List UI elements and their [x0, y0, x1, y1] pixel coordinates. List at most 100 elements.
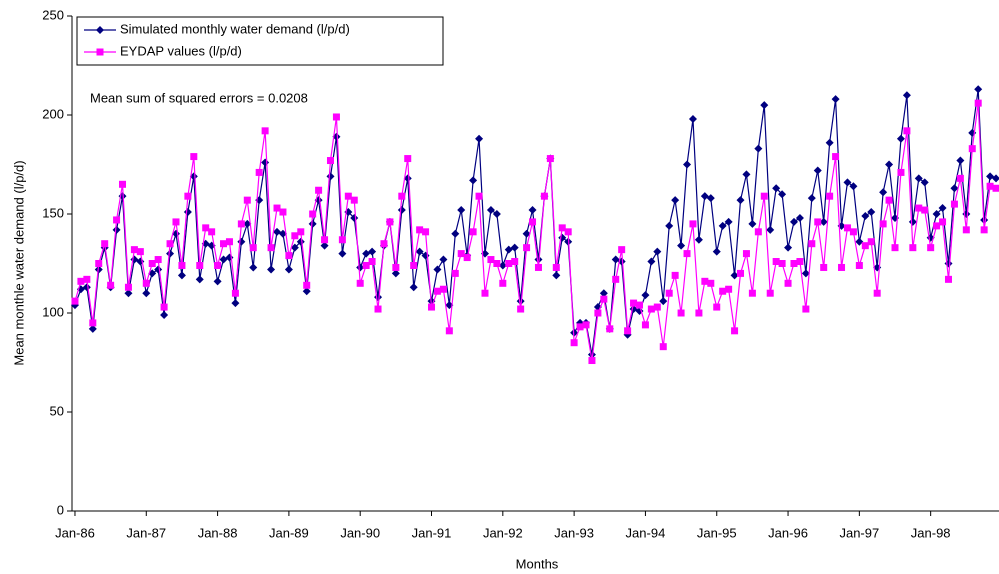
- data-point: [522, 229, 531, 238]
- data-point: [416, 226, 424, 234]
- data-point: [415, 247, 424, 256]
- data-point: [231, 289, 239, 297]
- data-point: [505, 260, 513, 267]
- x-tick-label: Jan-90: [340, 525, 380, 540]
- data-point: [612, 275, 620, 283]
- data-point: [309, 210, 317, 218]
- data-point: [498, 261, 507, 270]
- data-point: [712, 247, 721, 256]
- data-point: [772, 184, 781, 193]
- data-point: [243, 196, 251, 204]
- data-point: [77, 277, 85, 285]
- data-point: [861, 211, 870, 220]
- data-point: [356, 263, 365, 272]
- data-point: [136, 248, 144, 256]
- data-point: [457, 206, 466, 215]
- data-point: [142, 279, 150, 287]
- data-point: [83, 275, 91, 283]
- data-point: [154, 256, 162, 264]
- data-point: [838, 263, 846, 271]
- data-point: [172, 218, 180, 226]
- data-point: [237, 237, 246, 246]
- data-point: [974, 85, 983, 94]
- data-point: [82, 283, 91, 292]
- data-point: [457, 250, 465, 258]
- data-point: [600, 295, 608, 303]
- data-point: [832, 153, 840, 161]
- data-point: [195, 275, 204, 284]
- data-point: [653, 247, 662, 256]
- data-point: [523, 244, 531, 252]
- y-tick-label: 50: [50, 403, 64, 418]
- data-point: [326, 157, 334, 165]
- data-point: [641, 321, 649, 329]
- data-point: [683, 160, 692, 169]
- x-tick-label: Jan-98: [911, 525, 951, 540]
- data-point: [166, 240, 174, 248]
- y-tick-label: 100: [42, 304, 64, 319]
- data-point: [422, 228, 430, 236]
- data-point: [344, 192, 352, 200]
- data-point: [909, 244, 917, 252]
- data-point: [933, 222, 941, 230]
- data-point: [921, 206, 929, 214]
- data-point: [927, 244, 935, 252]
- data-point: [606, 325, 614, 333]
- data-point: [986, 182, 994, 190]
- data-point: [368, 247, 377, 256]
- data-point: [499, 279, 507, 287]
- x-tick-label: Jan-94: [626, 525, 666, 540]
- data-point: [695, 309, 703, 317]
- legend-marker: [96, 26, 104, 34]
- data-point: [784, 279, 792, 287]
- data-point: [688, 114, 697, 123]
- data-point: [148, 260, 156, 267]
- data-point: [249, 244, 257, 252]
- data-point: [885, 160, 894, 169]
- data-point: [278, 229, 287, 238]
- data-point: [403, 174, 412, 183]
- data-point: [208, 228, 216, 236]
- data-point: [404, 155, 412, 163]
- data-point: [284, 265, 293, 274]
- data-point: [320, 241, 329, 250]
- data-point: [706, 194, 715, 203]
- legend-box: [76, 16, 444, 66]
- data-point: [796, 258, 804, 266]
- data-point: [671, 196, 680, 205]
- data-point: [279, 208, 287, 216]
- data-point: [713, 303, 721, 311]
- x-tick-label: Jan-86: [55, 525, 95, 540]
- data-point: [89, 319, 97, 327]
- data-point: [908, 217, 917, 226]
- data-point: [689, 220, 697, 228]
- data-point: [944, 259, 953, 268]
- data-point: [820, 263, 828, 271]
- data-point: [974, 99, 982, 107]
- data-point: [831, 95, 840, 104]
- data-point: [338, 249, 347, 258]
- data-point: [213, 277, 222, 286]
- data-point: [255, 168, 263, 176]
- data-point: [950, 200, 958, 208]
- data-point: [113, 216, 121, 224]
- data-point: [570, 339, 578, 347]
- data-point: [813, 166, 822, 175]
- data-point: [374, 305, 382, 313]
- data-point: [534, 255, 543, 264]
- data-point: [410, 261, 418, 269]
- data-point: [302, 287, 311, 296]
- data-point: [290, 243, 299, 252]
- data-point: [445, 327, 453, 335]
- data-point: [725, 285, 733, 293]
- data-point: [243, 219, 252, 228]
- data-point: [350, 196, 358, 204]
- data-point: [308, 219, 317, 228]
- data-point: [88, 324, 97, 333]
- legend-label: EYDAP values (l/p/d): [120, 43, 242, 58]
- data-point: [653, 303, 661, 311]
- data-point: [784, 243, 793, 252]
- data-point: [903, 127, 911, 135]
- data-point: [766, 225, 775, 234]
